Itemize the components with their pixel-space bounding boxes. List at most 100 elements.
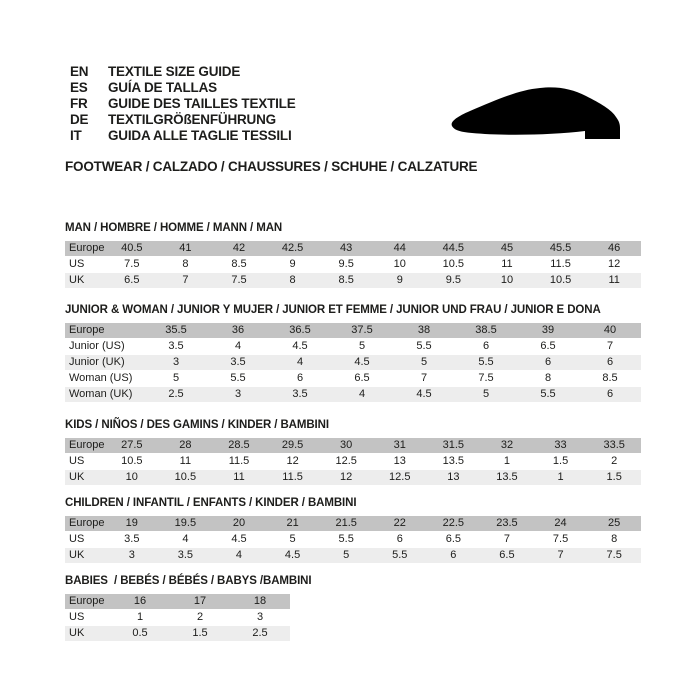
size-cell: 8: [265, 272, 320, 289]
size-cell: 12: [265, 453, 320, 470]
size-cell: 3: [105, 547, 159, 564]
row-label: Junior (US): [65, 338, 145, 355]
size-table-section: CHILDREN / INFANTIL / ENFANTS / KINDER /…: [65, 496, 641, 564]
row-label: UK: [65, 625, 110, 642]
size-cell: 21: [265, 516, 320, 532]
size-cell: 10: [480, 272, 534, 289]
size-cell: 12: [587, 256, 641, 273]
size-cell: 5: [331, 338, 393, 355]
language-code: FR: [70, 96, 88, 111]
size-cell: 46: [587, 241, 641, 257]
table-row: Europe 40.5 41 42 42.5 43 44 44.5 45 45.5 46: [65, 241, 641, 257]
size-cell: 10.5: [105, 453, 159, 470]
table-row: Woman (UK) 2.5 3 3.5 4 4.5 5 5.5 6: [65, 386, 641, 403]
size-cell: 11: [480, 256, 534, 273]
size-cell: 4.5: [393, 386, 455, 403]
size-cell: 18: [230, 594, 290, 610]
language-row: IT GUIDA ALLE TAGLIE TESSILI: [70, 128, 296, 144]
size-cell: 1.5: [533, 453, 588, 470]
size-cell: 8.5: [212, 256, 266, 273]
size-cell: 40: [579, 323, 641, 339]
size-cell: 19.5: [158, 516, 213, 532]
size-cell: 6.5: [105, 272, 159, 289]
size-cell: 3.5: [207, 354, 269, 371]
size-cell: 16: [110, 594, 170, 610]
language-row: DE TEXTILGRÖßENFÜHRUNG: [70, 112, 296, 128]
size-cell: 22.5: [426, 516, 481, 532]
table-row: UK 10 10.5 11 11.5 12 12.5 13 13.5 1 1.5: [65, 469, 641, 486]
language-label: GUÍA DE TALLAS: [108, 80, 217, 95]
size-cell: 6.5: [426, 531, 481, 548]
size-cell: 6: [455, 338, 517, 355]
table-row: Europe 27.5 28 28.5 29.5 30 31 31.5 32 33 33.5: [65, 438, 641, 454]
size-table-section: KIDS / NIÑOS / DES GAMINS / KINDER / BAM…: [65, 418, 641, 486]
table-row: Junior (UK) 3 3.5 4 4.5 5 5.5 6 6: [65, 354, 641, 371]
size-cell: 30: [319, 438, 373, 454]
size-cell: 37.5: [331, 323, 393, 339]
size-cell: 0.5: [110, 625, 170, 642]
language-row: ES GUÍA DE TALLAS: [70, 80, 296, 96]
table-row: Europe 19 19.5 20 21 21.5 22 22.5 23.5 24 25: [65, 516, 641, 532]
size-cell: 23.5: [480, 516, 534, 532]
size-cell: 6: [372, 531, 427, 548]
size-cell: 42.5: [265, 241, 320, 257]
size-cell: 5.5: [372, 547, 427, 564]
table-row: Junior (US) 3.5 4 4.5 5 5.5 6 6.5 7: [65, 338, 641, 355]
size-cell: 13: [372, 453, 427, 470]
size-cell: 44.5: [426, 241, 481, 257]
size-cell: 7.5: [212, 272, 266, 289]
language-row: FR GUIDE DES TAILLES TEXTILE: [70, 96, 296, 112]
size-cell: 11: [587, 272, 641, 289]
size-cell: 9: [372, 272, 427, 289]
size-cell: 10.5: [158, 469, 213, 486]
row-label: Junior (UK): [65, 354, 145, 371]
row-label: US: [65, 453, 105, 470]
size-cell: 7: [533, 547, 588, 564]
size-cell: 12: [319, 469, 373, 486]
size-cell: 29.5: [265, 438, 320, 454]
language-code: DE: [70, 112, 89, 127]
size-cell: 7.5: [533, 531, 588, 548]
size-cell: 4.5: [265, 547, 320, 564]
size-cell: 3: [145, 354, 207, 371]
size-cell: 1: [110, 609, 170, 626]
size-cell: 25: [587, 516, 641, 532]
size-cell: 4: [212, 547, 266, 564]
size-cell: 4: [207, 338, 269, 355]
size-cell: 38.5: [455, 323, 517, 339]
size-cell: 9.5: [319, 256, 373, 273]
language-row: EN TEXTILE SIZE GUIDE: [70, 64, 296, 80]
size-cell: 13.5: [480, 469, 534, 486]
table-row: Europe 16 17 18: [65, 594, 290, 610]
size-cell: 3: [230, 609, 290, 626]
table-row: US 7.5 8 8.5 9 9.5 10 10.5 11 11.5 12: [65, 256, 641, 273]
section-title: KIDS / NIÑOS / DES GAMINS / KINDER / BAM…: [65, 419, 329, 431]
size-cell: 42: [212, 241, 266, 257]
size-table-section: BABIES / BEBÉS / BÉBÉS / BABYS /BAMBINI E…: [65, 574, 641, 642]
size-cell: 5.5: [319, 531, 373, 548]
size-cell: 35.5: [145, 323, 207, 339]
size-cell: 5: [265, 531, 320, 548]
size-tables: MAN / HOMBRE / HOMME / MANN / MAN Europe 4…: [65, 221, 641, 656]
size-cell: 6: [579, 354, 641, 371]
table-row: UK 6.5 7 7.5 8 8.5 9 9.5 10 10.5 11: [65, 272, 641, 289]
table-row: US 1 2 3: [65, 609, 290, 626]
size-cell: 20: [212, 516, 266, 532]
size-cell: 8.5: [579, 370, 641, 387]
size-cell: 9.5: [426, 272, 481, 289]
size-cell: 27.5: [105, 438, 159, 454]
size-cell: 5: [319, 547, 373, 564]
size-cell: 10: [372, 256, 427, 273]
size-cell: 6.5: [480, 547, 534, 564]
size-table-section: JUNIOR & WOMAN / JUNIOR Y MUJER / JUNIOR…: [65, 303, 641, 403]
size-cell: 2: [170, 609, 230, 626]
size-cell: 3.5: [145, 338, 207, 355]
table-row: Woman (US) 5 5.5 6 6.5 7 7.5 8 8.5: [65, 370, 641, 387]
size-cell: 21.5: [319, 516, 373, 532]
size-table: Europe 16 17 18 US 1 2 3 UK 0.5 1.5 2.5: [65, 594, 290, 642]
size-cell: 7.5: [455, 370, 517, 387]
size-cell: 4.5: [269, 338, 331, 355]
size-cell: 7: [393, 370, 455, 387]
size-cell: 40.5: [105, 241, 159, 257]
table-row: US 3.5 4 4.5 5 5.5 6 6.5 7 7.5 8: [65, 531, 641, 548]
